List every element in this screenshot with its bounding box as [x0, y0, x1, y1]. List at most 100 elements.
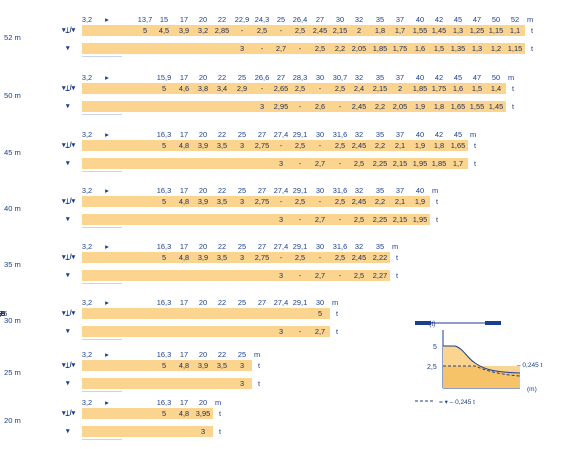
radius-header: 22: [217, 15, 227, 24]
main-load-bar: [82, 83, 506, 94]
load-value: 2,75: [254, 253, 270, 262]
alt-load-bar: [82, 214, 430, 225]
unit-m-label: m: [215, 398, 222, 407]
load-value: 2,95: [273, 102, 289, 111]
load-value: 3,5: [216, 141, 228, 150]
radius-header: 37: [395, 186, 405, 195]
load-value: -: [318, 197, 322, 206]
radius-header: 24,3: [254, 15, 270, 24]
radius-header: 42: [434, 130, 444, 139]
alt-load-bar: [82, 43, 525, 54]
load-value: -: [318, 84, 322, 93]
hook-icon: ▾: [66, 272, 70, 279]
load-value: 3,5: [216, 197, 228, 206]
load-value: 2,5: [353, 159, 365, 168]
unit-t-label: t: [396, 271, 399, 280]
load-value: -: [338, 102, 342, 111]
alt-load-bar: [82, 270, 390, 281]
radius-header: 30: [315, 130, 325, 139]
boom-length-label: 25 m: [4, 368, 21, 377]
legend-svg: (t) 5 2,5 – 0,245 t (m) = ▾ – 0,245 t: [415, 321, 542, 406]
hook-icon: ▾: [66, 45, 70, 52]
radius-header: 22: [217, 298, 227, 307]
radius-header: 30: [315, 73, 325, 82]
radius-header: 16,3: [156, 298, 172, 307]
radius-header: 20: [198, 242, 208, 251]
unit-m-label: m: [470, 130, 477, 139]
load-value: 1,55: [412, 26, 428, 35]
load-value: 5: [161, 361, 167, 370]
load-value: 2,7: [275, 44, 287, 53]
unit-m-label: m: [254, 350, 261, 359]
load-value: 2,05: [392, 102, 408, 111]
unit-t-label: t: [512, 84, 515, 93]
load-value: 2,5: [294, 141, 306, 150]
alt-load-bar: [82, 378, 252, 389]
legend-right-label: – 0,245 t: [517, 362, 542, 369]
load-value: 2,7: [314, 215, 326, 224]
load-value: -: [338, 215, 342, 224]
legend-hook-icon-right: [485, 321, 501, 325]
load-value: 2,7: [314, 327, 326, 336]
radius-header: 50: [491, 73, 501, 82]
unit-t-label: t: [336, 327, 339, 336]
load-value: 2,2: [374, 197, 386, 206]
radius-header: 31,6: [332, 242, 348, 251]
radius-header: 28,3: [292, 73, 308, 82]
radius-header: 3,2: [81, 398, 93, 407]
load-value: 1,25: [469, 26, 485, 35]
radius-header: 40: [415, 186, 425, 195]
alt-load-bar: [82, 426, 213, 437]
radius-header: 22: [217, 73, 227, 82]
legend-hook-icon-left: [415, 321, 431, 325]
load-value: 1,35: [450, 44, 466, 53]
boom-length-label: 52 m: [4, 33, 21, 42]
radius-header: 45: [453, 130, 463, 139]
radius-header: 37: [395, 130, 405, 139]
radius-header: 30,7: [332, 73, 348, 82]
radius-header: 27,4: [273, 186, 289, 195]
load-value: 1,7: [452, 159, 464, 168]
unit-m-label: m: [527, 15, 534, 24]
unit-m-label: m: [508, 73, 515, 82]
section-divider: [82, 339, 122, 340]
load-value: 2,45: [351, 141, 367, 150]
load-value: 2: [397, 84, 403, 93]
load-value: 1,45: [431, 26, 447, 35]
load-value: 2,45: [312, 26, 328, 35]
load-value: 3,8: [197, 84, 209, 93]
load-value: -: [298, 215, 302, 224]
radius-header: 16,3: [156, 242, 172, 251]
load-value: 1,8: [374, 26, 386, 35]
hook-icon: ▾: [66, 216, 70, 223]
unit-t-label: t: [474, 159, 477, 168]
load-value: -: [298, 102, 302, 111]
radius-header: 3,2: [81, 298, 93, 307]
boom-length-label: 20 m: [4, 416, 21, 425]
load-value: 1,8: [433, 141, 445, 150]
load-value: 2,15: [392, 215, 408, 224]
boom-length-label: 30 m: [4, 316, 21, 325]
radius-header: 29,1: [292, 298, 308, 307]
hook-block-icon: ▾⍊/▾: [62, 254, 76, 261]
load-value: 4,8: [178, 361, 190, 370]
load-value: 2,45: [351, 197, 367, 206]
radius-header: 32: [354, 130, 364, 139]
load-value: 2,1: [394, 141, 406, 150]
load-value: 2,5: [294, 253, 306, 262]
load-value: 5: [161, 409, 167, 418]
section-divider: [82, 439, 122, 440]
radius-header: 20: [198, 298, 208, 307]
main-load-bar: [82, 25, 525, 36]
radius-header: 40: [415, 15, 425, 24]
load-value: 2,5: [353, 271, 365, 280]
boom-length-label: 50 m: [4, 91, 21, 100]
load-value: 2,5: [0, 309, 6, 318]
load-value: 1,55: [469, 102, 485, 111]
load-value: -: [0, 308, 11, 319]
radius-header: 29,1: [292, 242, 308, 251]
load-value: 1,85: [431, 159, 447, 168]
radius-header: 47: [472, 73, 482, 82]
load-value: 2,6: [314, 102, 326, 111]
radius-header: 32: [354, 15, 364, 24]
